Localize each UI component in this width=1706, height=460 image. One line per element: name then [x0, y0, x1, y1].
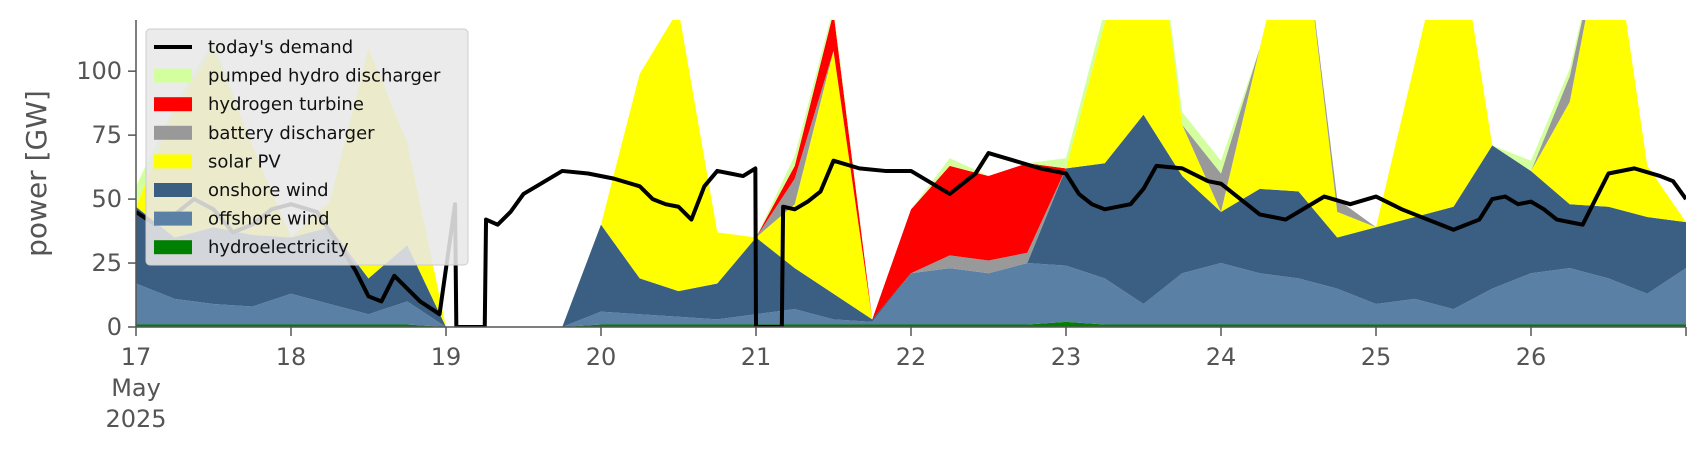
x-tick-label: 26	[1516, 343, 1547, 371]
legend-swatch-offshore-wind	[154, 211, 192, 226]
y-tick-label: 75	[91, 121, 122, 149]
legend-box	[145, 28, 469, 266]
legend-label: pumped hydro discharger	[208, 66, 441, 87]
legend-label: battery discharger	[208, 123, 375, 144]
y-tick-label: 50	[91, 185, 122, 213]
y-tick-label: 25	[91, 249, 122, 277]
legend-label: hydrogen turbine	[208, 94, 364, 115]
x-tick-label: 19	[431, 343, 462, 371]
legend: today's demand pumped hydro discharger hyd…	[145, 28, 469, 266]
y-tick-label: 0	[107, 313, 122, 341]
axes: 0 25 50 75 100 17 May 2025 18 19 20 21 22 23 24 25 26	[76, 20, 1687, 433]
area-offshore-wind	[136, 263, 1686, 327]
x-tick-label: 18	[276, 343, 307, 371]
legend-label: today's demand	[208, 37, 353, 58]
y-axis-label: power [GW]	[20, 90, 53, 257]
y-tick-label: 100	[76, 57, 122, 85]
x-tick-label: 22	[896, 343, 927, 371]
demand-layer	[136, 151, 1686, 327]
legend-swatch-battery-discharger	[154, 125, 192, 140]
area-layers	[136, 20, 1686, 327]
legend-swatch-hydroelectricity	[154, 240, 192, 255]
area-hydrogen-turbine	[136, 20, 1686, 327]
demand-line	[136, 151, 1686, 327]
legend-label: solar PV	[208, 151, 281, 172]
x-tick-label: 25	[1361, 343, 1392, 371]
x-tick-month-label: May	[111, 374, 161, 402]
legend-swatch-hydrogen-turbine	[154, 97, 192, 112]
x-tick-label: 21	[741, 343, 772, 371]
x-tick-label: 20	[586, 343, 617, 371]
legend-swatch-pumped-hydro-discharger	[154, 68, 192, 83]
area-solar-pv	[136, 20, 1686, 327]
legend-swatch-onshore-wind	[154, 183, 192, 197]
legend-swatch-solar-pv	[154, 154, 192, 169]
area-onshore-wind	[136, 114, 1686, 327]
legend-label: onshore wind	[208, 180, 329, 201]
x-tick-label: 17	[121, 343, 152, 371]
x-tick-label: 24	[1206, 343, 1237, 371]
x-tick-year-label: 2025	[105, 405, 166, 433]
area-hydroelectricity	[136, 321, 1686, 327]
legend-label: offshore wind	[208, 209, 330, 230]
x-tick-label: 23	[1051, 343, 1082, 371]
legend-label: hydroelectricity	[208, 237, 349, 258]
